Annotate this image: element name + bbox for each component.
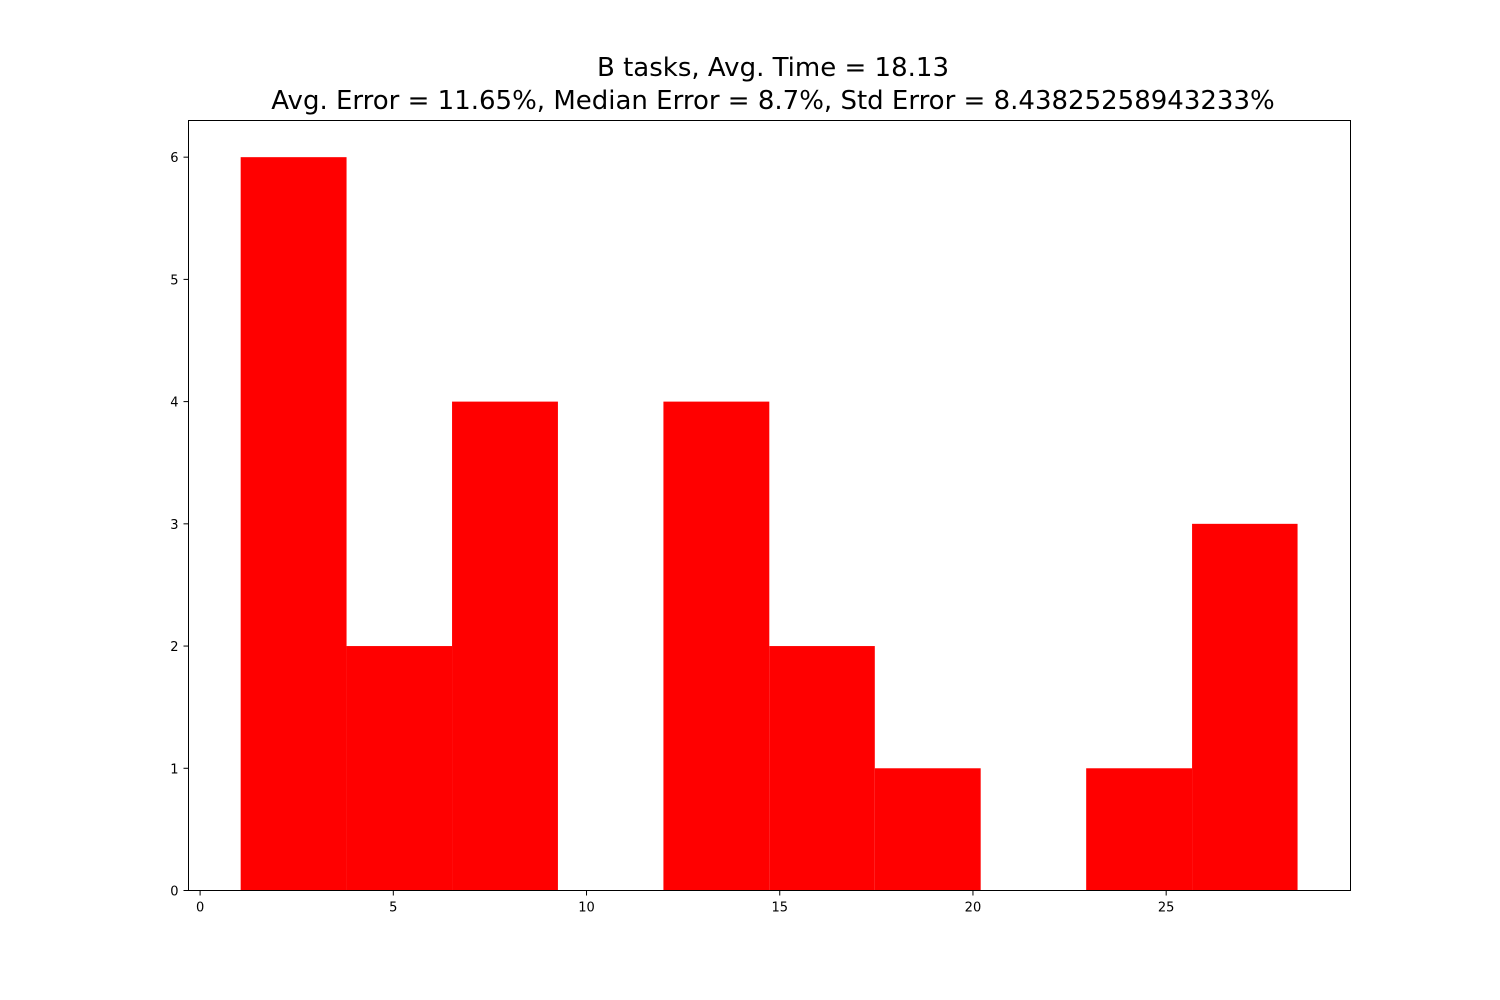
histogram-bar-4 [663, 401, 770, 891]
histogram-bar-6 [874, 768, 981, 891]
x-tick-label-1: 5 [389, 901, 397, 916]
x-tick-label-2: 10 [578, 901, 595, 916]
y-tick-label-4: 4 [170, 396, 178, 411]
histogram-bar-5 [769, 646, 875, 891]
x-tick-label-3: 15 [771, 901, 788, 916]
plot-frame [188, 120, 1351, 891]
bars-group [240, 157, 1298, 891]
x-axis-ticks: 0 5 10 15 20 25 [196, 890, 1175, 916]
x-tick-label-5: 25 [1158, 901, 1175, 916]
histogram-bar-2 [452, 401, 558, 891]
x-tick-label-0: 0 [196, 901, 204, 916]
x-tick-label-4: 20 [965, 901, 982, 916]
y-tick-label-3: 3 [170, 518, 178, 533]
y-tick-label-2: 2 [170, 640, 178, 655]
y-tick-label-6: 6 [170, 151, 178, 166]
histogram-bar-1 [346, 646, 453, 891]
y-tick-label-0: 0 [170, 885, 178, 900]
y-tick-label-5: 5 [170, 273, 178, 288]
histogram-bar-9 [1192, 523, 1298, 891]
y-axis-ticks: 0 1 2 3 4 5 6 [170, 151, 189, 900]
histogram-bar-8 [1086, 768, 1193, 891]
y-tick-label-1: 1 [170, 762, 178, 777]
histogram-bar-0 [240, 157, 347, 891]
chart-title-line-1: B tasks, Avg. Time = 18.13 [597, 53, 949, 83]
chart-title-line-2: Avg. Error = 11.65%, Median Error = 8.7%… [271, 86, 1275, 116]
